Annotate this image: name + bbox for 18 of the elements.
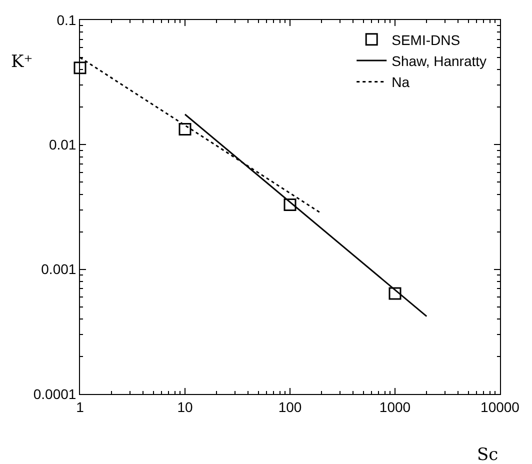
legend-label: Shaw, Hanratty bbox=[392, 53, 487, 69]
point bbox=[284, 198, 296, 211]
y-tick-label: 0.001 bbox=[41, 261, 76, 278]
legend-label: Na bbox=[392, 74, 410, 90]
point bbox=[388, 287, 402, 300]
point bbox=[178, 122, 192, 136]
x-tick-label: 1000 bbox=[379, 398, 411, 415]
x-tick-label: 10 bbox=[177, 398, 193, 415]
y-tick-label: 0.0001 bbox=[33, 386, 76, 402]
y-tick-label: 0.01 bbox=[48, 136, 76, 153]
x-tick-label: 10000 bbox=[480, 398, 520, 415]
x-tick-label: 1 bbox=[76, 398, 84, 415]
point bbox=[74, 62, 86, 74]
legend-label: SEMI-DNS bbox=[392, 32, 460, 48]
y-tick-label: 0.1 bbox=[56, 12, 76, 28]
x-axis-title: Sc bbox=[477, 445, 498, 464]
x-tick-label: 100 bbox=[278, 398, 302, 415]
y-axis-title: K⁺ bbox=[11, 52, 33, 72]
